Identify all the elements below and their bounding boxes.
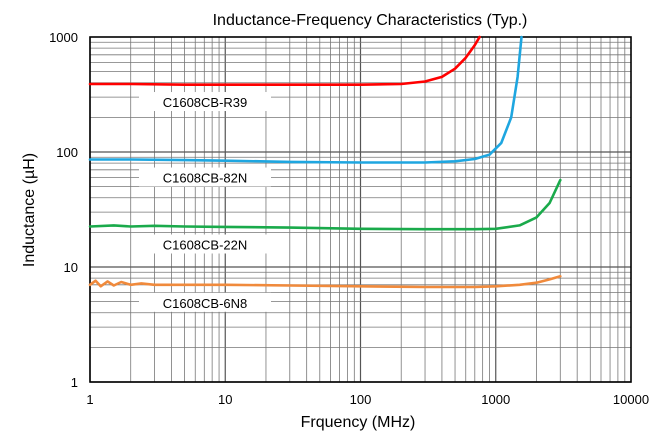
series-label-2: C1608CB-82N [163,171,248,186]
series-label-1: C1608CB-R39 [163,95,248,110]
x-tick-label: 1000 [481,392,510,407]
x-tick-labels: 1 10 100 1000 10000 [86,392,649,407]
y-tick-label: 10 [64,260,78,275]
series-label-box [139,234,271,254]
y-tick-label: 1000 [49,30,78,45]
series-line-4 [88,275,562,289]
plot-frame [89,36,632,383]
series-label-3: C1608CB-22N [163,237,248,252]
grid [89,37,631,383]
y-tick-label: 100 [56,145,78,160]
series-label-4: C1608CB-6N8 [163,296,248,311]
series-line-2 [88,35,523,164]
series-group [88,35,562,289]
y-axis-label: Inductance (µH) [21,153,38,267]
x-tick-label: 100 [350,392,372,407]
x-axis-label: Frquency (MHz) [301,414,416,431]
series-label-box [139,167,271,187]
series-line-3 [88,178,562,231]
series-label-box [139,92,271,112]
x-tick-label: 10 [218,392,232,407]
chart-title: Inductance-Frequency Characteristics (Ty… [213,12,528,29]
series-label-box [139,292,271,312]
x-tick-label: 10000 [613,392,649,407]
series-labels: C1608CB-R39 C1608CB-82N C1608CB-22N C1608CB… [139,92,271,312]
x-tick-label: 1 [86,392,93,407]
y-tick-label: 1 [71,375,78,390]
y-tick-labels: 1 10 100 1000 [49,30,78,390]
series-line-1 [88,35,481,86]
